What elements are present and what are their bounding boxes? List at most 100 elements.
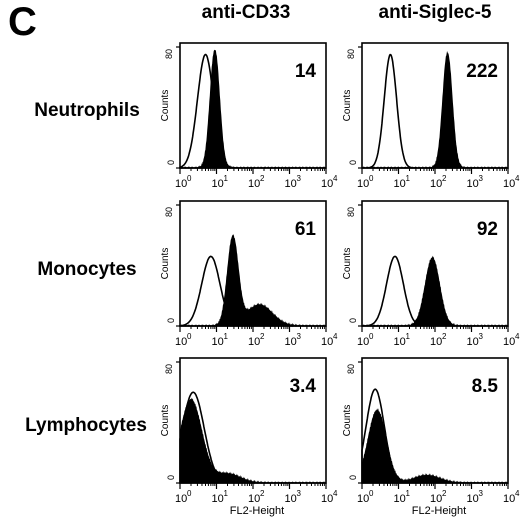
x-tick-label: 10 — [503, 493, 515, 505]
x-tick-label: 10 — [175, 493, 187, 505]
x-tick-label: 10 — [321, 336, 333, 348]
y-axis-label: Counts — [342, 90, 353, 122]
x-tick-label: 10 — [212, 178, 224, 190]
x-tick-exponent: 0 — [369, 489, 374, 498]
y-tick-label: 80 — [164, 49, 174, 59]
y-axis-label: Counts — [160, 90, 171, 122]
x-tick-exponent: 3 — [479, 332, 484, 341]
x-tick-exponent: 3 — [297, 174, 302, 183]
row-label-neutrophils: Neutrophils — [34, 100, 140, 121]
x-axis-label: FL2-Height — [412, 505, 466, 517]
row-label-lymphocytes: Lymphocytes — [25, 415, 147, 436]
x-tick-exponent: 4 — [333, 332, 338, 341]
value-label: 92 — [477, 219, 498, 240]
x-tick-label: 10 — [248, 178, 260, 190]
x-tick-exponent: 3 — [297, 489, 302, 498]
x-tick-label: 10 — [321, 178, 333, 190]
x-tick-exponent: 1 — [224, 489, 229, 498]
x-tick-label: 10 — [285, 336, 297, 348]
value-label: 3.4 — [290, 376, 317, 397]
x-tick-exponent: 4 — [333, 489, 338, 498]
x-tick-label: 10 — [285, 493, 297, 505]
x-tick-label: 10 — [467, 493, 479, 505]
y-tick-label: 0 — [166, 318, 176, 323]
y-tick-label: 0 — [348, 475, 358, 480]
column-title-cd33: anti-CD33 — [201, 2, 291, 23]
x-tick-exponent: 0 — [369, 332, 374, 341]
x-tick-label: 10 — [430, 493, 442, 505]
y-tick-label: 0 — [166, 475, 176, 480]
x-tick-exponent: 1 — [224, 332, 229, 341]
x-tick-exponent: 3 — [297, 332, 302, 341]
x-tick-label: 10 — [394, 493, 406, 505]
y-tick-label: 80 — [164, 364, 174, 374]
column-title-siglec5: anti-Siglec-5 — [378, 2, 492, 23]
x-tick-label: 10 — [357, 493, 369, 505]
x-tick-exponent: 4 — [515, 332, 520, 341]
x-tick-exponent: 4 — [333, 174, 338, 183]
x-tick-exponent: 0 — [187, 332, 192, 341]
filled-histogram — [360, 255, 509, 328]
y-axis-label: Counts — [342, 405, 353, 437]
filled-histogram — [179, 397, 327, 485]
y-tick-label: 80 — [346, 207, 356, 217]
x-tick-exponent: 3 — [479, 489, 484, 498]
x-tick-label: 10 — [357, 336, 369, 348]
y-tick-label: 80 — [346, 49, 356, 59]
row-label-monocytes: Monocytes — [37, 259, 137, 280]
x-tick-label: 10 — [430, 178, 442, 190]
x-tick-exponent: 3 — [479, 174, 484, 183]
x-tick-label: 10 — [430, 336, 442, 348]
value-label: 61 — [295, 219, 317, 240]
x-tick-label: 10 — [503, 336, 515, 348]
x-axis-label: FL2-Height — [230, 505, 284, 517]
x-tick-exponent: 2 — [442, 489, 447, 498]
x-tick-exponent: 0 — [369, 174, 374, 183]
y-tick-label: 0 — [166, 160, 176, 165]
panel-letter: C — [8, 0, 37, 44]
x-tick-exponent: 2 — [442, 332, 447, 341]
x-tick-exponent: 0 — [187, 174, 192, 183]
value-label: 222 — [466, 61, 498, 82]
x-tick-exponent: 2 — [260, 332, 265, 341]
value-label: 14 — [295, 61, 317, 82]
x-tick-label: 10 — [357, 178, 369, 190]
x-tick-exponent: 1 — [406, 174, 411, 183]
x-tick-label: 10 — [503, 178, 515, 190]
x-tick-exponent: 0 — [187, 489, 192, 498]
x-tick-label: 10 — [175, 336, 187, 348]
x-tick-label: 10 — [394, 336, 406, 348]
x-tick-label: 10 — [321, 493, 333, 505]
y-axis-label: Counts — [160, 248, 171, 280]
x-tick-exponent: 4 — [515, 174, 520, 183]
x-tick-label: 10 — [212, 336, 224, 348]
x-tick-exponent: 1 — [406, 489, 411, 498]
x-tick-exponent: 2 — [442, 174, 447, 183]
y-tick-label: 0 — [348, 160, 358, 165]
y-tick-label: 0 — [348, 318, 358, 323]
y-axis-label: Counts — [160, 405, 171, 437]
x-tick-exponent: 2 — [260, 489, 265, 498]
x-tick-label: 10 — [175, 178, 187, 190]
x-tick-exponent: 1 — [224, 174, 229, 183]
y-tick-label: 80 — [164, 207, 174, 217]
x-tick-label: 10 — [394, 178, 406, 190]
y-tick-label: 80 — [346, 364, 356, 374]
x-tick-exponent: 2 — [260, 174, 265, 183]
x-tick-exponent: 4 — [515, 489, 520, 498]
value-label: 8.5 — [472, 376, 499, 397]
x-tick-label: 10 — [285, 178, 297, 190]
y-axis-label: Counts — [342, 248, 353, 280]
x-tick-label: 10 — [248, 493, 260, 505]
x-tick-label: 10 — [248, 336, 260, 348]
x-tick-label: 10 — [467, 336, 479, 348]
x-tick-label: 10 — [467, 178, 479, 190]
x-tick-label: 10 — [212, 493, 224, 505]
